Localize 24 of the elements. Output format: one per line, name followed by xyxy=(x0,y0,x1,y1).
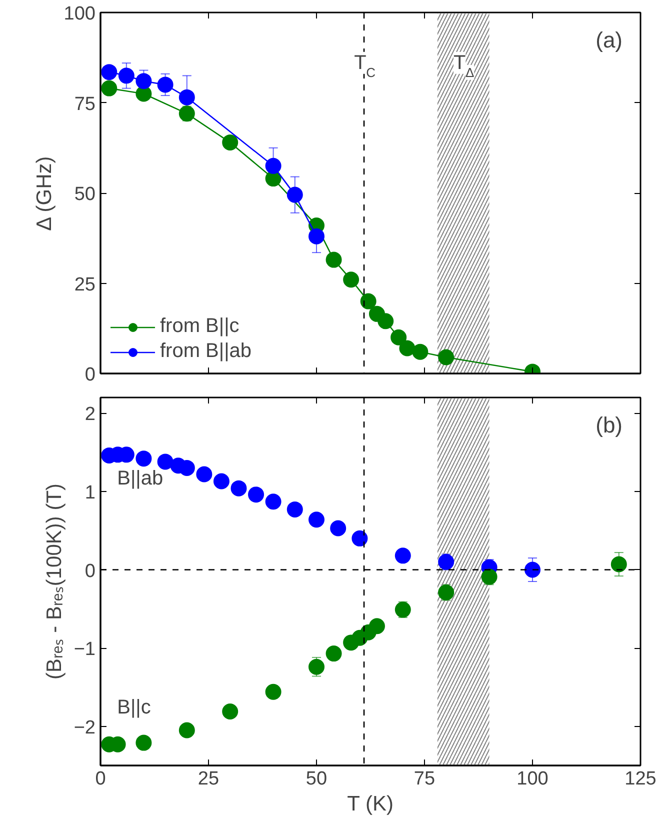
y-tick-label: 1 xyxy=(84,482,96,504)
series-label: B||ab xyxy=(117,467,164,490)
y-tick-label: 100 xyxy=(64,4,96,24)
x-tick-label: 50 xyxy=(306,768,328,790)
x-axis-title: T (K) xyxy=(347,792,394,816)
y-tick-label: −2 xyxy=(74,717,96,738)
series-label: B||c xyxy=(117,696,151,718)
annotation: (a) xyxy=(596,28,623,52)
y-tick-label: 75 xyxy=(74,94,96,115)
legend-label: from B||ab xyxy=(160,340,252,363)
annotation: (b) xyxy=(596,412,623,438)
legend-label: from B||c xyxy=(160,315,240,338)
y-axis-title: Δ (GHz) xyxy=(32,156,56,231)
y-axis-title: (Bᵣₑₛ - Bᵣₑₛ(100K)) (T) xyxy=(42,483,66,680)
y-tick-label: 0 xyxy=(84,560,96,582)
x-tick-label: 75 xyxy=(414,768,436,790)
x-tick-label: 125 xyxy=(624,768,656,790)
y-tick-label: 50 xyxy=(74,184,96,205)
x-tick-label: 100 xyxy=(516,768,548,790)
y-tick-label: 25 xyxy=(74,274,96,296)
y-tick-label: −1 xyxy=(74,639,96,660)
x-tick-label: 25 xyxy=(198,768,220,790)
y-tick-label: 0 xyxy=(84,364,96,386)
y-tick-label: 2 xyxy=(84,404,96,426)
